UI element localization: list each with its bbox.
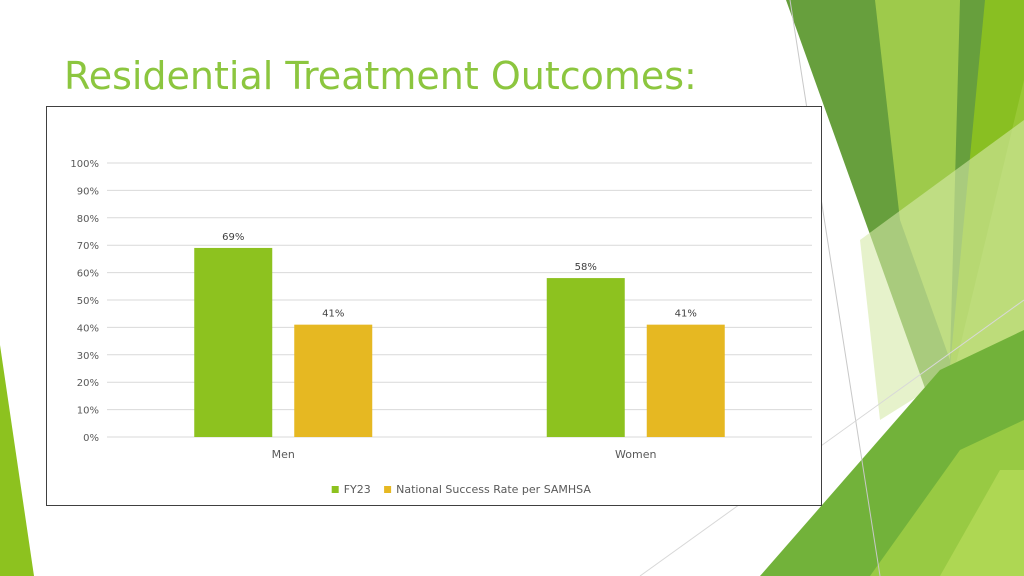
chart-frame: 0% 10% 20% 30% 40% 50% 60% 70% 80% 90% 100% 69% 41% M… (46, 106, 822, 506)
bar-chart: 0% 10% 20% 30% 40% 50% 60% 70% 80% 90% 100% 69% 41% M… (70, 159, 812, 496)
y-tick-label: 100% (70, 159, 99, 170)
y-tick-label: 10% (77, 406, 99, 417)
x-category-label: Women (615, 448, 656, 461)
bar-fy23-men (194, 247, 273, 437)
y-tick-label: 40% (77, 323, 99, 334)
legend-entry: National Success Rate per SAMHSA (396, 483, 591, 496)
legend-swatch (331, 486, 339, 493)
bar-national-men (294, 324, 373, 437)
y-tick-label: 0% (83, 433, 99, 444)
bar-national-women (646, 324, 725, 437)
legend-entry: FY23 (344, 483, 371, 496)
y-tick-label: 20% (77, 378, 99, 389)
y-tick-label: 90% (77, 186, 99, 197)
data-label: 58% (575, 262, 597, 273)
deco-left-sliver (0, 345, 34, 576)
deco-pale-wedge (860, 120, 1024, 420)
deco-thin-line-2 (639, 299, 1024, 576)
data-label: 69% (222, 232, 244, 243)
x-category-label: Men (272, 448, 295, 461)
y-tick-label: 80% (77, 214, 99, 225)
y-tick-label: 50% (77, 296, 99, 307)
deco-bottom-mid (940, 470, 1024, 576)
deco-thin-line-1 (789, 0, 881, 576)
data-label: 41% (322, 309, 344, 320)
data-label: 41% (675, 309, 697, 320)
y-tick-label: 60% (77, 269, 99, 280)
y-tick-label: 70% (77, 241, 99, 252)
y-tick-label: 30% (77, 351, 99, 362)
slide-title: Residential Treatment Outcomes: (64, 54, 697, 98)
legend-swatch (384, 486, 392, 493)
bar-fy23-women (546, 278, 625, 437)
